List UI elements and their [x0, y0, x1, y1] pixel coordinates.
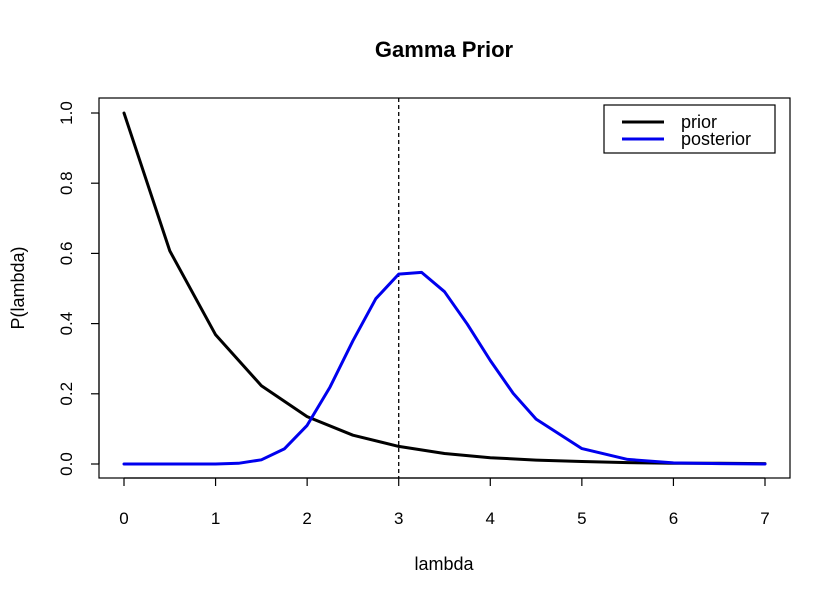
x-tick-label: 7 [760, 509, 769, 528]
x-tick-label: 3 [394, 509, 403, 528]
legend-box [603, 104, 776, 154]
y-tick-label: 0.6 [57, 242, 76, 266]
y-tick-label: 1.0 [57, 101, 76, 125]
series-posterior-line [122, 270, 767, 466]
legend-prior-label: prior [681, 112, 717, 132]
x-tick-label: 4 [486, 509, 495, 528]
x-tick-label: 1 [211, 509, 220, 528]
x-axis: 0 1 2 3 4 5 6 7 [119, 477, 770, 528]
y-tick-label: 0.4 [57, 312, 76, 336]
legend-posterior-label: posterior [681, 129, 751, 149]
plot-area-frame [98, 97, 791, 479]
x-tick-label: 6 [669, 509, 678, 528]
y-tick-label: 0.8 [57, 171, 76, 195]
legend: prior posterior [603, 104, 776, 154]
plot-lines [122, 98, 767, 478]
y-tick-label: 0.0 [57, 452, 76, 476]
y-tick-label: 0.2 [57, 382, 76, 406]
x-tick-label: 2 [302, 509, 311, 528]
series-prior-line [122, 111, 767, 466]
y-axis-label: P(lambda) [8, 246, 28, 329]
chart-title: Gamma Prior [375, 37, 514, 62]
x-tick-label: 5 [577, 509, 586, 528]
x-axis-label: lambda [414, 554, 474, 574]
y-axis: 0.0 0.2 0.4 0.6 0.8 1.0 [57, 101, 100, 476]
x-tick-label: 0 [119, 509, 128, 528]
